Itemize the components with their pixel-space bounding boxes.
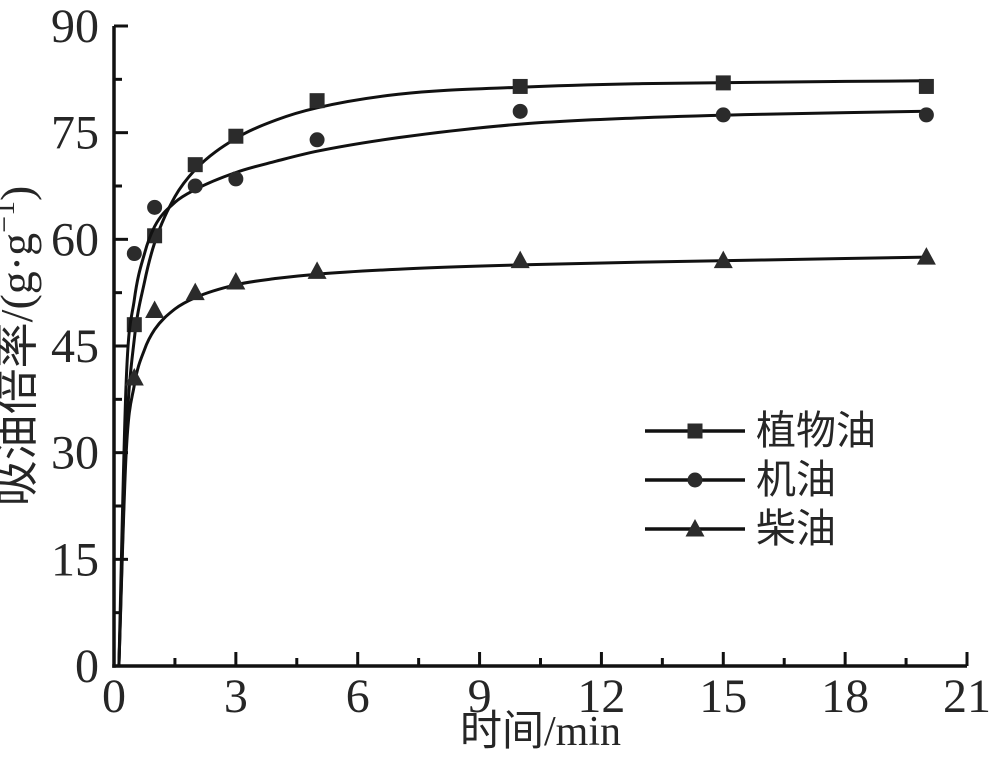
circle-data-point (715, 107, 731, 123)
series-markers-diesel-oil (124, 247, 936, 386)
series-engine-oil (117, 103, 934, 667)
series-curve-vegetable-oil (117, 79, 927, 667)
legend-item-engine-oil: 机油 (643, 455, 876, 504)
square-marker-line-icon (645, 423, 745, 438)
x-tick-label: 0 (102, 670, 126, 723)
y-tick-label: 75 (51, 107, 99, 160)
y-axis-title-close: ) (0, 186, 42, 201)
x-tick-label: 15 (699, 670, 747, 723)
circle-data-point (126, 246, 142, 262)
legend-circle-marker (687, 472, 703, 487)
y-axis-title-main: 吸油倍率/(g·g (0, 233, 42, 506)
x-tick-label: 3 (224, 670, 248, 723)
series-curve-engine-oil (117, 109, 927, 667)
circle-data-point (918, 107, 934, 123)
circle-data-point (512, 103, 528, 119)
legend-triangle-marker (685, 518, 705, 536)
x-axis-title: 时间/min (460, 709, 621, 755)
triangle-data-point (307, 261, 327, 279)
triangle-data-point (916, 247, 936, 265)
x-tick-label: 21 (943, 670, 991, 723)
x-tick-label: 12 (577, 670, 625, 723)
triangle-data-point (185, 282, 205, 301)
y-axis-title-sup: −1 (0, 201, 21, 233)
x-tick-label: 6 (346, 670, 370, 723)
series-vegetable-oil (117, 75, 934, 667)
y-axis-title: 吸油倍率/(g·g−1) (0, 186, 42, 507)
series-markers-vegetable-oil (126, 75, 934, 333)
legend-item-vegetable-oil: 植物油 (643, 406, 876, 455)
axis-ticks (112, 24, 969, 668)
square-data-point (918, 78, 934, 94)
legend-square-marker (687, 423, 703, 438)
y-tick-label: 60 (51, 213, 99, 266)
x-tick-label: 18 (821, 670, 869, 723)
triangle-marker-line-icon (645, 518, 745, 536)
circle-data-point (147, 199, 163, 215)
legend-label-diesel-oil: 柴油 (756, 505, 836, 551)
triangle-data-point (124, 368, 144, 386)
y-tick-label: 15 (51, 533, 99, 586)
y-tick-label: 0 (75, 640, 99, 693)
x-tick-label: 9 (468, 670, 492, 723)
circle-marker-line-icon (645, 472, 745, 487)
y-tick-label: 30 (51, 427, 99, 480)
square-data-point (187, 157, 203, 173)
square-data-point (715, 75, 731, 91)
legend-item-diesel-oil: 柴油 (643, 504, 876, 553)
circle-data-point (187, 178, 203, 194)
triangle-data-point (713, 250, 733, 269)
tick-labels: 0 3 6 9 12 15 18 21 0 15 30 45 60 75 90 (51, 0, 991, 723)
triangle-data-point (226, 272, 246, 290)
square-data-point (309, 93, 325, 109)
triangle-data-point (145, 300, 165, 318)
circle-data-point (228, 171, 244, 187)
square-data-point (512, 78, 528, 94)
circle-data-point (309, 132, 325, 148)
triangle-data-point (510, 250, 530, 269)
series-diesel-oil (117, 247, 936, 667)
legend: 植物油 机油 柴油 (643, 406, 876, 553)
y-tick-label: 45 (51, 320, 99, 373)
legend-label-vegetable-oil: 植物油 (756, 407, 876, 453)
y-tick-label: 90 (51, 0, 99, 53)
square-data-point (228, 128, 244, 144)
series-markers-engine-oil (126, 103, 934, 262)
legend-label-engine-oil: 机油 (756, 456, 836, 502)
